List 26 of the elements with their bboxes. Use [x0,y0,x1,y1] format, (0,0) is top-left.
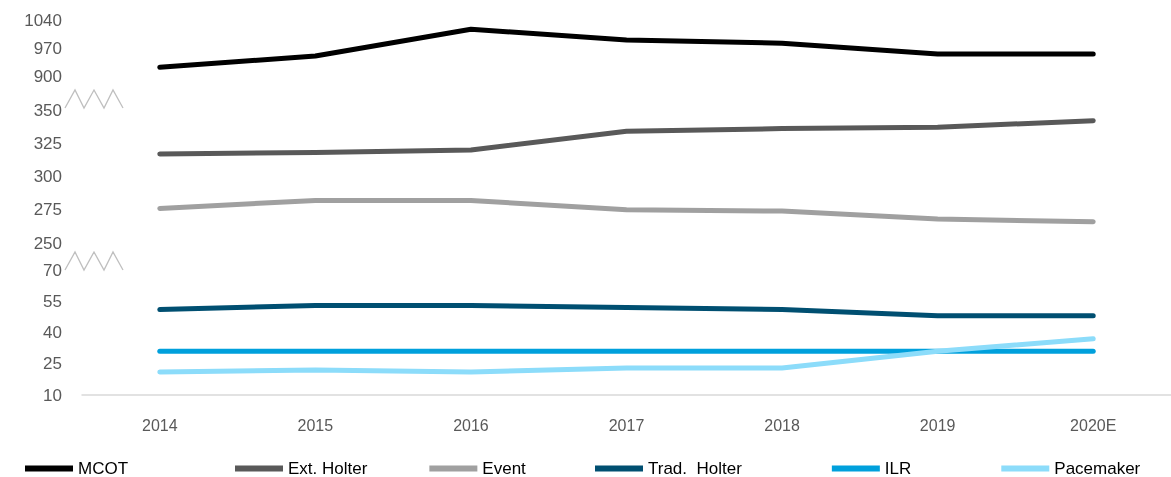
legend-label: MCOT [78,459,129,477]
y-tick-label: 250 [33,233,62,253]
y-tick-label: 1040 [24,10,62,30]
y-tick-label: 10 [43,385,62,405]
x-tick-label: 2017 [608,416,645,434]
x-tick-label: 2015 [297,416,334,434]
y-tick-label: 40 [43,323,62,342]
x-tick-label: 2019 [919,416,956,434]
legend-label: Ext. Holter [288,459,368,477]
legend-label: ILR [884,459,912,477]
x-tick-label: 2018 [764,416,800,434]
y-tick-label: 350 [33,100,62,120]
x-tick-label: 2014 [141,416,178,434]
legend-label: Event [482,459,527,477]
y-tick-label: 300 [33,167,62,186]
legend-label: Pacemaker [1054,459,1141,477]
x-tick-label: 2020E [1070,416,1117,434]
y-tick-label: 275 [33,200,62,220]
y-tick-label: 325 [33,133,62,153]
legend-label: Trad. Holter [648,459,743,477]
y-tick-label: 25 [43,354,62,374]
y-tick-label: 970 [33,38,62,58]
y-tick-label: 70 [43,260,62,280]
y-tick-label: 900 [33,66,62,86]
y-tick-label: 55 [43,291,62,311]
x-tick-label: 2016 [453,416,489,434]
